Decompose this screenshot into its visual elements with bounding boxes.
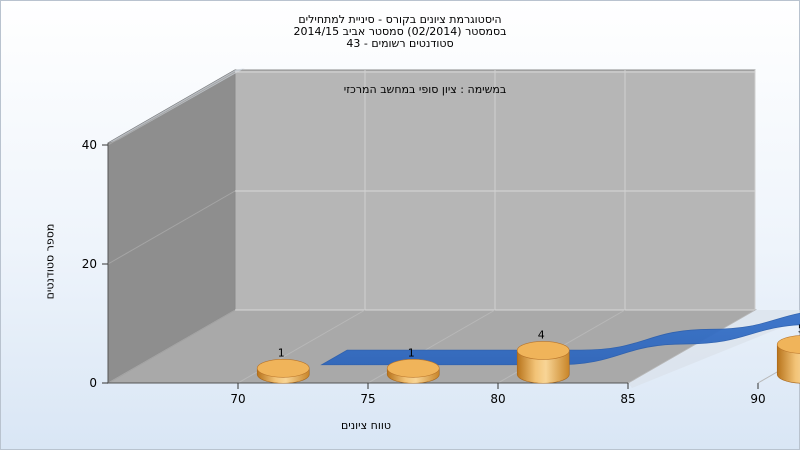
grid-line-side [107, 190, 236, 265]
grid-line-side [107, 309, 236, 384]
bar-data-label: 1 [278, 346, 285, 359]
bar: 5 [776, 322, 800, 384]
chart-title-line-2: בסמסטר (02/2014) סמסטר אביב 2014/15 [293, 25, 507, 38]
bar: 4 [516, 328, 570, 384]
x-axis-ticks: 707580859095100 [230, 383, 766, 406]
bar-top [516, 341, 570, 360]
bar-body [516, 350, 570, 384]
bar-data-label: 1 [408, 346, 415, 359]
x-axis-title: טווח ציונים [341, 419, 391, 432]
y-tick-label: 20 [82, 257, 97, 271]
y-tick-label: 40 [82, 138, 97, 152]
bar-data-label: 5 [798, 322, 800, 335]
x-tick-label: 90 [750, 392, 765, 406]
x-tick-label: 75 [360, 392, 375, 406]
bar-top [256, 358, 310, 378]
bar-body [776, 344, 800, 384]
bar: 1 [256, 346, 310, 384]
bar-series: 11452111 [256, 322, 800, 384]
grid-line-floor [627, 309, 756, 384]
grid-line-side [107, 71, 236, 146]
x-tick-label: 80 [490, 392, 505, 406]
y-tick-label: 0 [89, 376, 97, 390]
x-tick-label: 70 [230, 392, 245, 406]
chart-title-line-3: סטודנטים רשומים - 43 [346, 37, 454, 50]
y-axis-ticks: 0 20 40 [82, 138, 108, 390]
bar: 1 [386, 346, 440, 384]
bar-top [776, 335, 800, 354]
bar-top [386, 358, 440, 378]
y-axis-title: מספר סטודנטים [43, 223, 57, 300]
chart-title-line-1: היסטוגרמת ציונים בקורס - סיניית למתחילים [298, 13, 502, 26]
bar-data-label: 4 [538, 328, 545, 341]
x-tick-label: 85 [620, 392, 635, 406]
curve-ribbon [320, 312, 800, 366]
plot-subtitle: במשימה : ציון סופי במחשב המרכזי [344, 83, 507, 96]
distribution-curve [320, 312, 800, 366]
